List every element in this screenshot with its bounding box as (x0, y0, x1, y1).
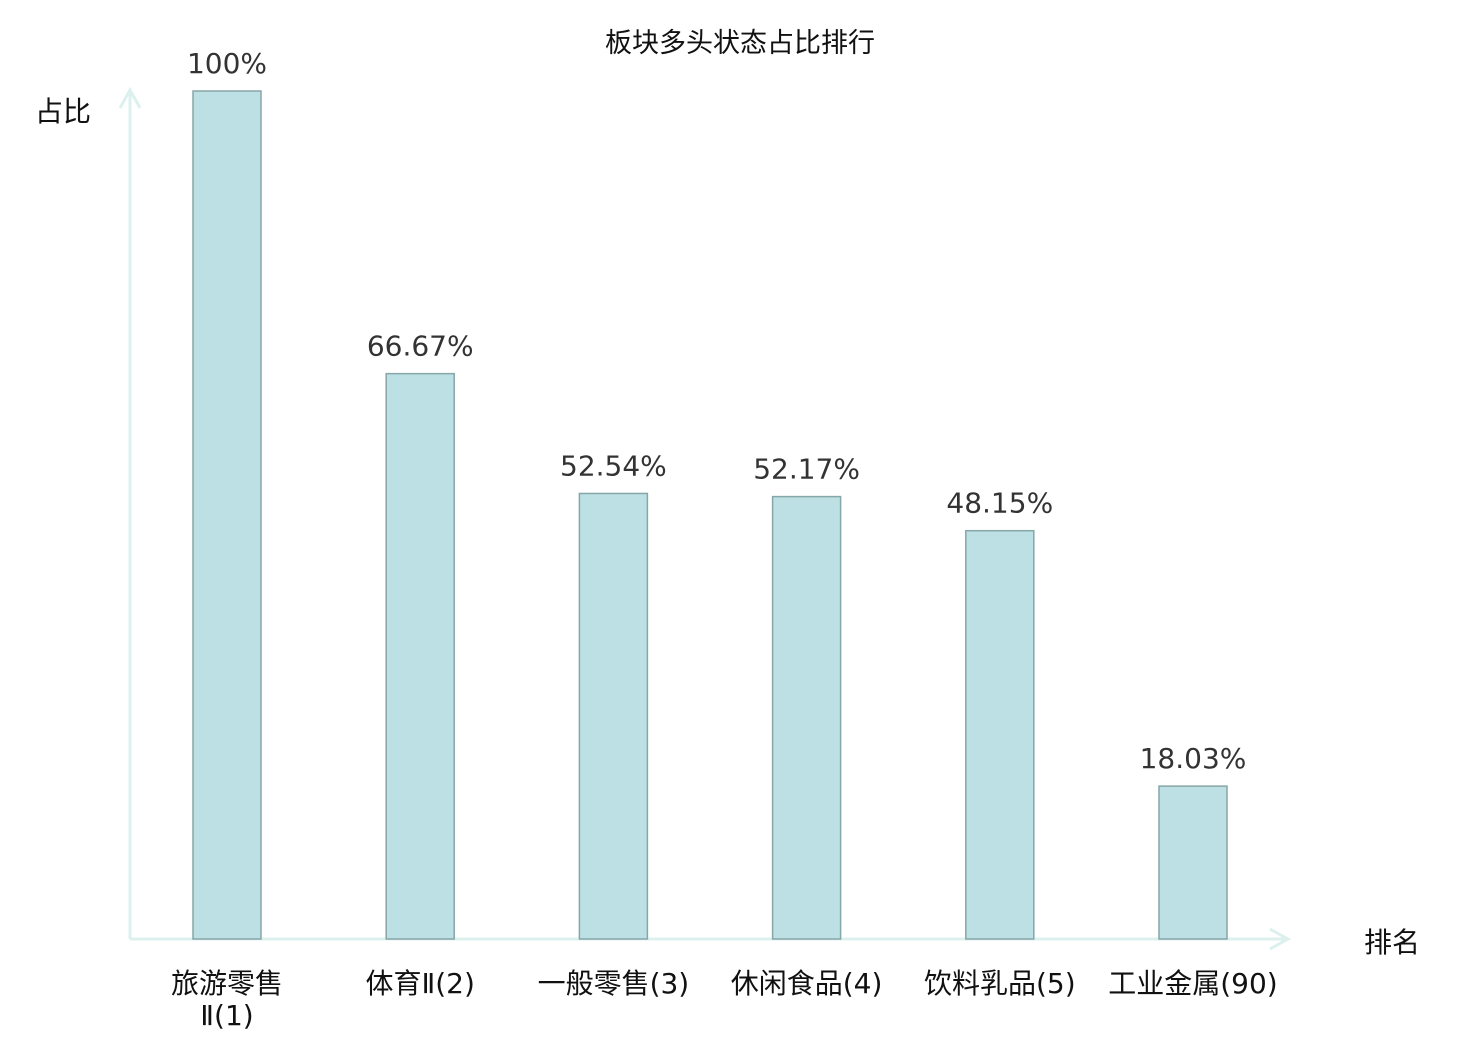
x-tick-label: 旅游零售 (171, 967, 283, 1000)
x-tick-label: 体育Ⅱ(2) (365, 967, 474, 1000)
bar (1158, 785, 1228, 940)
bar (965, 529, 1035, 940)
data-label: 52.54% (560, 449, 667, 482)
x-axis-label: 排名 (1364, 926, 1420, 959)
data-label: 100% (187, 47, 267, 80)
x-tick-label: 休闲食品(4) (731, 967, 883, 1000)
data-label: 18.03% (1140, 742, 1247, 775)
chart-title: 板块多头状态占比排行 (605, 28, 875, 59)
x-tick-label: 饮料乳品(5) (924, 967, 1076, 1000)
x-tick-label: Ⅱ(1) (200, 999, 253, 1032)
y-axis-label: 占比 (35, 95, 91, 128)
data-label: 48.15% (946, 487, 1053, 520)
x-tick-label: 工业金属(90) (1108, 967, 1277, 1000)
bar (578, 492, 649, 940)
bar (385, 372, 455, 940)
y-axis-arrow-icon (118, 86, 142, 109)
data-label: 66.67% (367, 330, 474, 363)
bar (192, 90, 262, 940)
bar (771, 495, 842, 940)
x-tick-label: 一般零售(3) (538, 967, 690, 1000)
data-label: 52.17% (753, 453, 860, 486)
x-axis-arrow-icon (1269, 927, 1292, 951)
